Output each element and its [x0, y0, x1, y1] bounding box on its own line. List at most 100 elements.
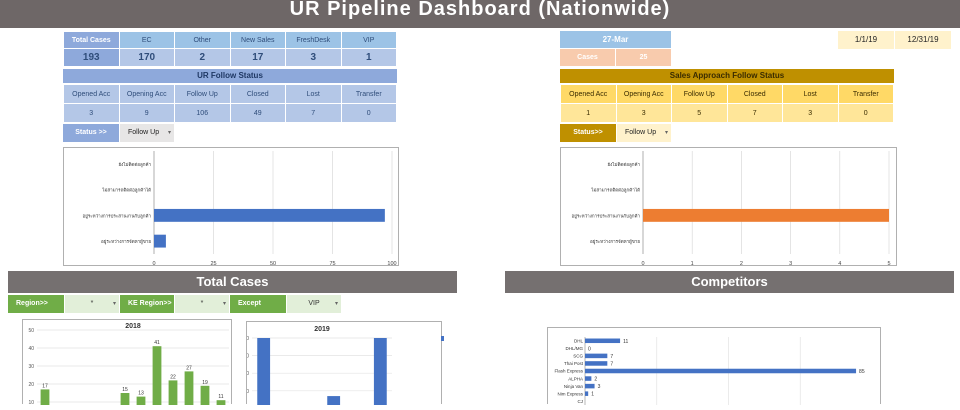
category-label: อยู่ระหว่างการจัดหาผู้ขาย [101, 239, 151, 245]
bar [373, 338, 387, 410]
x-tick-label: 5 [887, 261, 890, 265]
ur-follow-header-4: Lost [285, 84, 342, 104]
sales-status-label: Status>> [560, 124, 616, 142]
bar [120, 393, 130, 410]
sales-follow-title: Sales Approach Follow Status [560, 69, 894, 83]
summary-header-4: FreshDesk [285, 31, 342, 49]
chart-2019: 20195040302010 [243, 326, 392, 410]
sales-follow-value-0: 1 [560, 103, 617, 123]
ur-follow-title: UR Follow Status [63, 69, 397, 83]
y-tick-label: 40 [247, 354, 249, 360]
ur-status-label: Status >> [63, 124, 119, 142]
bar [216, 400, 226, 410]
chart-2018: 2018 50 40 30 20 10 17 15 13 41 22 27 19 11 [28, 323, 229, 410]
ur-follow-value-2: 106 [174, 103, 231, 123]
ur-follow-header-5: Transfer [340, 84, 397, 104]
ur-follow-header-0: Opened Acc [63, 84, 120, 104]
bar [585, 361, 608, 366]
category-label: อยู่ระหว่างการประสานงานกับลูกค้า [83, 213, 152, 219]
category-label: ไม่สามารถติดต่อลูกค้าได้ [590, 188, 640, 194]
x-tick-label: 3 [789, 261, 792, 265]
chart-2019-overflow-bar [441, 336, 444, 341]
summary-header-2: Other [174, 31, 231, 49]
x-tick-label: 2 [740, 261, 743, 265]
summary-value-2: 2 [174, 48, 231, 67]
category-label: อยู่ระหว่างการประสานงานกับลูกค้า [572, 213, 641, 219]
chart-title: 2018 [125, 323, 141, 330]
sales-follow-value-1: 3 [615, 103, 672, 123]
sales-follow-header-5: Transfer [837, 84, 894, 104]
category-label: ยังไม่ติดต่อลูกค้า [118, 162, 151, 168]
data-label: 19 [202, 380, 208, 386]
y-tick-label: 20 [28, 382, 34, 388]
category-label: ยังไม่ติดต่อลูกค้า [607, 162, 640, 168]
category-label: Thai Post [564, 361, 584, 366]
chevron-down-icon: ▾ [334, 301, 338, 307]
ur-follow-header-1: Opening Acc [118, 84, 175, 104]
category-label: Nim Express [557, 391, 583, 396]
y-tick-label: 50 [28, 328, 34, 334]
data-label: 22 [170, 374, 176, 380]
competitors-chart-box: DHL 11 DHL/MG 0 SCG 7 Thai Post 7 Flash Express 8… [547, 327, 881, 405]
range-from[interactable]: 1/1/19 [838, 31, 894, 49]
y-tick-label: 30 [28, 364, 34, 370]
except-filter-dropdown[interactable]: VIP ▾ [287, 295, 341, 313]
range-to[interactable]: 12/31/19 [895, 31, 951, 49]
x-tick-label: 75 [329, 261, 335, 265]
except-filter-value: VIP [308, 300, 320, 307]
summary-value-1: 170 [118, 48, 175, 67]
data-label: 85 [859, 369, 865, 375]
sales-follow-chart: 0 1 2 3 4 5 ยังไม่ติดต่อลูกค้าไม่สามารถติดต่อล… [572, 151, 891, 267]
sales-follow-table: Opened Acc Opening Acc Follow Up Closed Lost… [560, 84, 894, 123]
y-tick-label: 10 [28, 400, 34, 405]
region-filter-label: Region>> [8, 295, 64, 313]
date-label: 27-Mar [560, 31, 671, 48]
bar [585, 338, 621, 344]
summary-value-3: 17 [229, 48, 286, 67]
x-tick-label: 0 [152, 261, 155, 265]
y-tick-label: 30 [247, 371, 249, 377]
y-tick-label: 50 [247, 336, 249, 342]
total-cases-band: Total Cases [8, 271, 457, 293]
bar [136, 396, 146, 410]
ke-region-filter-dropdown[interactable]: * ▾ [175, 295, 229, 313]
category-label: SCG [573, 354, 583, 359]
category-label: Ninja Van [564, 384, 584, 389]
ur-follow-chart-box: 0 25 50 75 100 ยังไม่ติดต่อลูกค้าไม่สามารถติด… [63, 147, 399, 267]
category-label: DHL/MG [565, 346, 583, 351]
sales-follow-header-4: Lost [782, 84, 839, 104]
x-tick-label: 4 [838, 261, 841, 265]
data-label: 3 [598, 384, 601, 390]
chevron-down-icon: ▾ [112, 301, 116, 307]
ur-follow-value-3: 49 [229, 103, 286, 123]
sales-follow-chart-box: 0 1 2 3 4 5 ยังไม่ติดต่อลูกค้า ไม่สามารถติดต่อล… [560, 147, 897, 267]
y-tick-label: 40 [28, 346, 34, 352]
summary-value-5: 1 [340, 48, 397, 67]
sales-status-dropdown[interactable]: Follow Up ▾ [617, 124, 671, 142]
x-tick-label: 100 [387, 261, 396, 265]
bar [585, 368, 857, 374]
bar [154, 208, 385, 222]
data-label: 41 [154, 340, 160, 346]
ur-status-dropdown[interactable]: Follow Up ▾ [120, 124, 174, 142]
summary-header-5: VIP [340, 31, 397, 49]
x-tick-label: 25 [210, 261, 216, 265]
region-filter-dropdown[interactable]: * ▾ [65, 295, 119, 313]
data-label: 13 [138, 391, 144, 397]
chevron-down-icon: ▾ [664, 130, 668, 136]
ur-follow-table: Opened Acc Opening Acc Follow Up Closed Lost… [63, 84, 397, 123]
category-label: DHL [574, 338, 583, 343]
sales-status-value: Follow Up [625, 129, 657, 136]
category-label: ALPHA [568, 376, 583, 381]
chevron-down-icon: ▾ [167, 130, 171, 136]
summary-value-4: 3 [285, 48, 342, 67]
data-label: 15 [122, 387, 128, 393]
ur-follow-header-2: Follow Up [174, 84, 231, 104]
bar [200, 385, 210, 410]
bar [154, 234, 166, 248]
x-tick-label: 50 [270, 261, 276, 265]
bar [40, 389, 50, 410]
category-label: ไม่สามารถติดต่อลูกค้าได้ [101, 188, 151, 194]
summary-value-0: 193 [63, 48, 120, 67]
bar [643, 208, 889, 222]
